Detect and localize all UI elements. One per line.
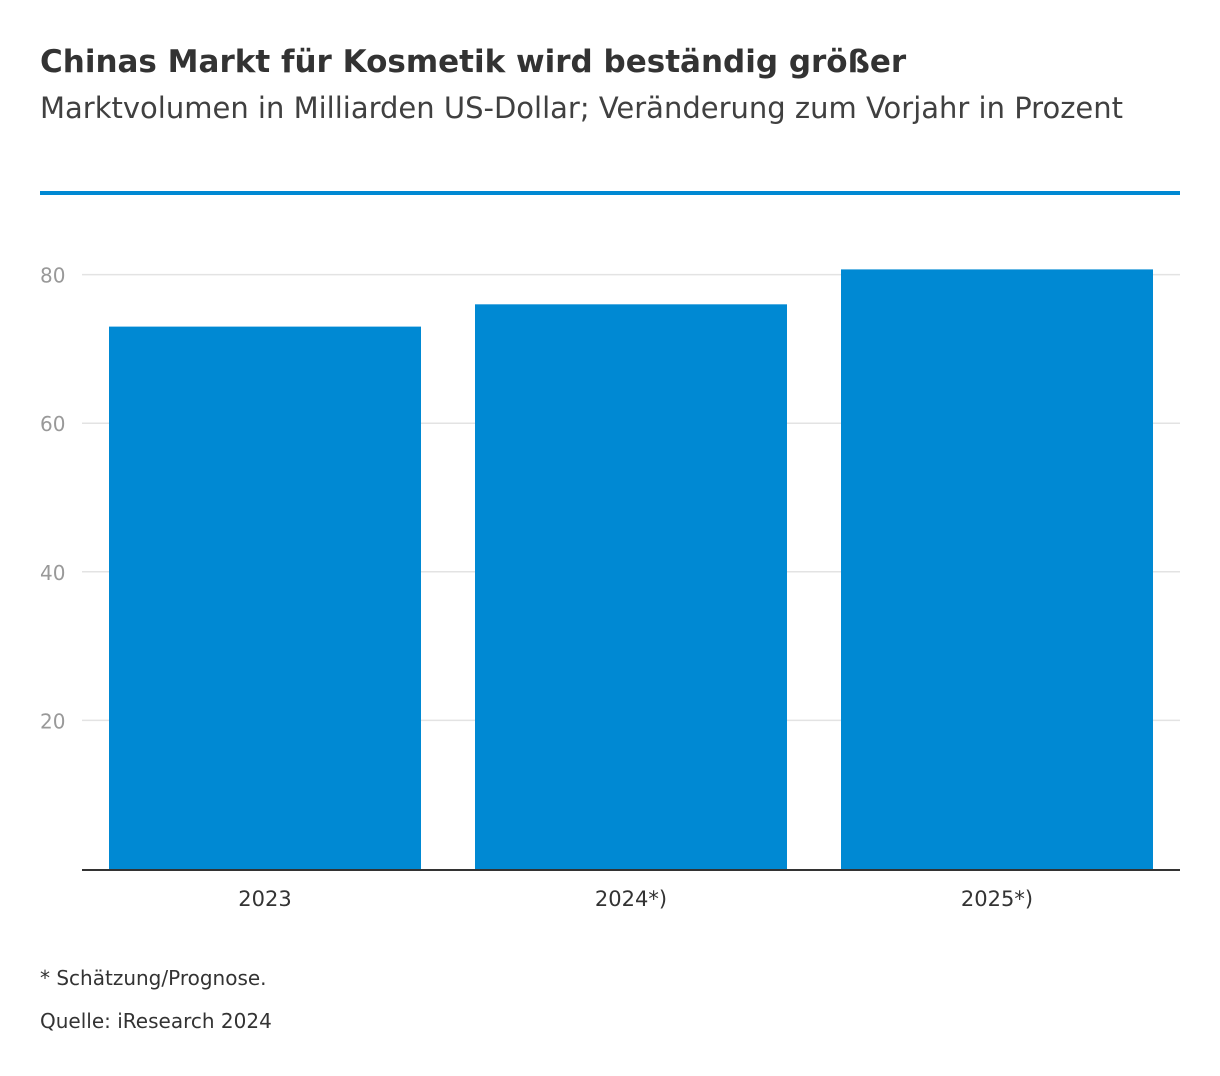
y-tick-label: 60	[40, 412, 65, 436]
chart-title: Chinas Markt für Kosmetik wird beständig…	[40, 44, 907, 80]
footnote: * Schätzung/Prognose.	[40, 966, 267, 990]
x-tick-label: 2023	[238, 887, 291, 911]
bar-2024	[475, 304, 787, 869]
chart-subtitle: Marktvolumen in Milliarden US-Dollar; Ve…	[40, 91, 1124, 125]
accent-divider	[40, 191, 1180, 195]
y-axis-ticks: 20 40 60 80	[40, 264, 65, 734]
y-tick-label: 40	[40, 561, 65, 585]
bar-2025	[841, 269, 1153, 869]
x-tick-label: 2025*)	[961, 887, 1033, 911]
bar-2023	[109, 326, 421, 869]
x-axis-ticks: 2023 2024*) 2025*)	[238, 887, 1033, 911]
x-tick-label: 2024*)	[595, 887, 667, 911]
source-note: Quelle: iResearch 2024	[40, 1009, 272, 1033]
y-tick-label: 80	[40, 264, 65, 288]
bars	[109, 269, 1153, 869]
y-tick-label: 20	[40, 709, 65, 733]
